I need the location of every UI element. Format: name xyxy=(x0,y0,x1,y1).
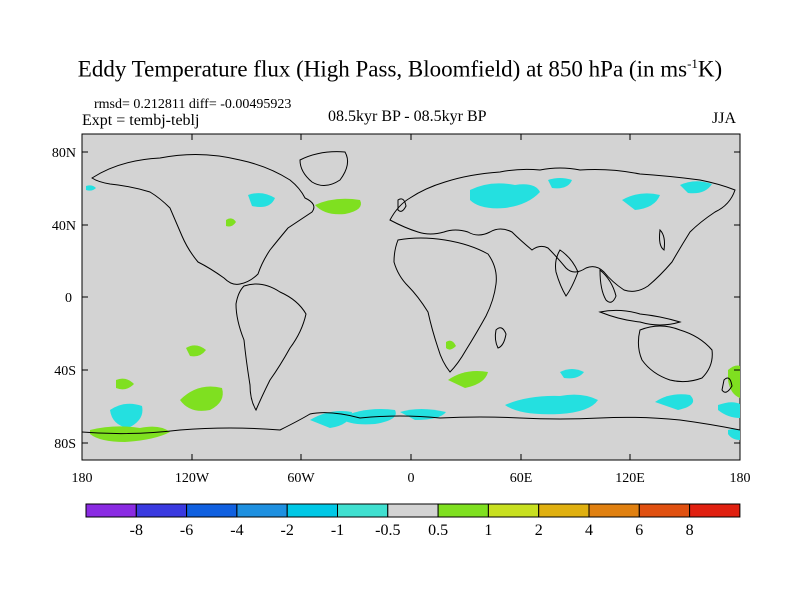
anomaly-patch xyxy=(560,369,584,379)
colorbar-box xyxy=(437,503,489,518)
lon-tick-label: 0 xyxy=(408,471,415,486)
colorbar-box xyxy=(387,503,439,518)
anomaly-patch xyxy=(728,365,740,398)
coast-se-asia xyxy=(599,268,617,303)
colorbar-label: -8 xyxy=(130,522,143,539)
colorbar-label: 4 xyxy=(585,522,593,539)
colorbar-box xyxy=(236,503,288,518)
positive-anomaly-regions xyxy=(90,198,740,442)
coast-africa xyxy=(393,237,497,373)
colorbar-label: 8 xyxy=(686,522,694,539)
colorbar-box xyxy=(286,503,339,518)
anomaly-patch xyxy=(116,378,134,390)
coast-uk xyxy=(397,198,407,212)
anomaly-patch xyxy=(680,181,712,194)
lon-tick-label: 60W xyxy=(287,471,315,486)
colorbar-labels: -8 -6 -4 -2 -1 -0.5 0.5 1 2 4 6 8 xyxy=(130,522,694,539)
anomaly-patch xyxy=(728,429,740,440)
anomaly-patch xyxy=(548,178,572,189)
anomaly-patch xyxy=(446,340,456,350)
chart-title: Eddy Temperature flux (High Pass, Bloomf… xyxy=(77,56,723,82)
coastlines xyxy=(81,151,741,435)
anomaly-patch xyxy=(340,409,396,425)
anomaly-patch xyxy=(86,185,96,191)
anomaly-patch xyxy=(470,183,540,209)
lon-tick-label: 180 xyxy=(72,471,93,486)
anomaly-patch xyxy=(622,193,660,210)
lat-tick-label: 40N xyxy=(52,219,76,234)
colorbar-label: -0.5 xyxy=(375,522,400,539)
lon-tick-label: 120W xyxy=(175,471,210,486)
colorbar-box xyxy=(689,503,741,518)
anomaly-patch xyxy=(448,371,488,388)
anomaly-patch xyxy=(718,402,740,418)
anomaly-patch xyxy=(186,345,206,357)
colorbar-box xyxy=(638,503,691,518)
anomaly-patch xyxy=(226,218,236,227)
lon-tick-label: 180 xyxy=(730,471,751,486)
coast-japan xyxy=(659,228,665,251)
stats-label: rmsd= 0.212811 diff= -0.00495923 xyxy=(94,97,292,112)
colorbar-label: -2 xyxy=(281,522,294,539)
coast-greenland xyxy=(299,151,349,186)
period-subtitle: 08.5kyr BP - 08.5kyr BP xyxy=(328,108,487,125)
colorbar-label: 1 xyxy=(484,522,492,539)
coast-madagascar xyxy=(494,327,507,349)
colorbar-box xyxy=(538,503,590,518)
anomaly-patch xyxy=(505,394,598,415)
colorbar-label: -6 xyxy=(180,522,193,539)
coast-australia xyxy=(637,325,713,383)
colorbar-box xyxy=(85,503,137,518)
anomaly-patch xyxy=(310,411,352,428)
season-label: JJA xyxy=(712,110,737,127)
coast-south-america xyxy=(235,283,307,412)
colorbar-label: -1 xyxy=(331,522,344,539)
coast-new-zealand xyxy=(721,377,733,393)
colorbar-box xyxy=(337,503,389,518)
lon-tick-label: 120E xyxy=(615,471,645,486)
anomaly-patch xyxy=(248,193,275,207)
colorbar-label: 2 xyxy=(535,522,543,539)
anomaly-patch xyxy=(90,426,170,442)
colorbar-label: 6 xyxy=(635,522,643,539)
coast-indonesia xyxy=(598,309,682,326)
colorbar-box xyxy=(186,503,238,518)
lat-tick-label: 40S xyxy=(54,364,76,379)
colorbar-box xyxy=(487,503,540,518)
colorbar-label: 0.5 xyxy=(428,522,448,539)
colorbar-box xyxy=(135,503,188,518)
coast-europe xyxy=(389,167,736,292)
lon-tick-label: 60E xyxy=(510,471,533,486)
lat-tick-label: 80S xyxy=(54,437,76,452)
lat-tick-label: 80N xyxy=(52,146,76,161)
experiment-label: Expt = tembj-teblj xyxy=(82,112,200,129)
coast-antarctica xyxy=(81,412,741,435)
coast-india xyxy=(555,249,579,297)
axis-ticks xyxy=(81,134,741,460)
lat-tick-label: 0 xyxy=(65,291,72,306)
colorbar-box xyxy=(588,503,640,518)
coast-north-america xyxy=(91,153,315,285)
anomaly-patch xyxy=(110,403,143,428)
anomaly-patch xyxy=(180,386,223,411)
anomaly-patch xyxy=(315,198,361,215)
anomaly-patch xyxy=(655,394,694,410)
colorbar-boxes xyxy=(85,503,741,518)
colorbar-label: -4 xyxy=(230,522,243,539)
negative-anomaly-regions xyxy=(86,178,740,440)
